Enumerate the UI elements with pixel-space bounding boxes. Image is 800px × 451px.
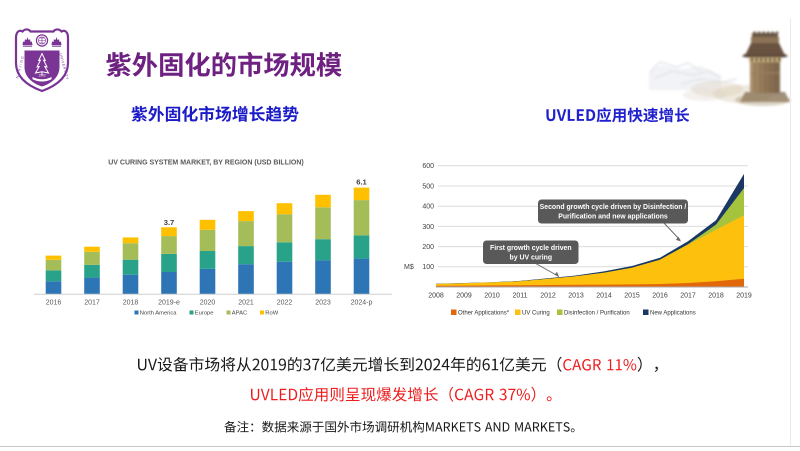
svg-text:Second growth cycle driven by: Second growth cycle driven by Disinfecti… xyxy=(540,204,687,211)
svg-text:6.1: 6.1 xyxy=(356,178,367,187)
svg-text:2024-p: 2024-p xyxy=(351,300,373,307)
svg-text:Europe: Europe xyxy=(195,310,214,316)
svg-text:UV Curing: UV Curing xyxy=(522,311,550,317)
svg-text:2015: 2015 xyxy=(624,293,640,300)
svg-text:New Applications: New Applications xyxy=(650,311,696,317)
svg-text:300: 300 xyxy=(422,224,434,231)
svg-text:by UV curing: by UV curing xyxy=(510,254,553,261)
svg-text:UNIVERSITY: UNIVERSITY xyxy=(58,53,69,81)
svg-text:2008: 2008 xyxy=(428,293,444,300)
svg-text:2021: 2021 xyxy=(238,300,254,307)
svg-text:2012: 2012 xyxy=(540,293,556,300)
svg-text:Other Applications*: Other Applications* xyxy=(458,311,510,317)
svg-text:RoW: RoW xyxy=(265,310,278,316)
svg-text:North America: North America xyxy=(140,310,178,316)
svg-text:M$: M$ xyxy=(404,264,414,271)
svg-text:400: 400 xyxy=(422,204,434,211)
svg-text:2019-e: 2019-e xyxy=(158,300,180,307)
svg-text:APAC: APAC xyxy=(232,310,247,316)
svg-text:500: 500 xyxy=(422,183,434,190)
svg-text:2020: 2020 xyxy=(200,300,216,307)
svg-text:2017: 2017 xyxy=(680,293,696,300)
svg-text:2013: 2013 xyxy=(568,293,584,300)
svg-text:Disinfection / Purification: Disinfection / Purification xyxy=(564,311,630,317)
svg-text:2023: 2023 xyxy=(315,300,331,307)
svg-text:1902: 1902 xyxy=(38,73,46,77)
svg-text:2018: 2018 xyxy=(708,293,724,300)
svg-text:2014: 2014 xyxy=(596,293,612,300)
svg-text:2009: 2009 xyxy=(456,293,472,300)
svg-text:UV CURING SYSTEM MARKET, BY RE: UV CURING SYSTEM MARKET, BY REGION (USD … xyxy=(108,159,304,166)
svg-text:Purification and new applicati: Purification and new applications xyxy=(558,213,668,220)
svg-text:2019: 2019 xyxy=(736,293,752,300)
svg-text:First growth cycle driven: First growth cycle driven xyxy=(490,245,572,252)
svg-text:100: 100 xyxy=(422,264,434,271)
svg-text:2010: 2010 xyxy=(484,293,500,300)
svg-text:2022: 2022 xyxy=(277,300,293,307)
svg-text:2017: 2017 xyxy=(84,300,100,307)
svg-text:3.7: 3.7 xyxy=(164,218,175,227)
svg-text:NANJING: NANJING xyxy=(15,55,25,79)
svg-text:2016: 2016 xyxy=(652,293,668,300)
svg-text:600: 600 xyxy=(422,163,434,170)
svg-text:2018: 2018 xyxy=(123,300,139,307)
svg-text:200: 200 xyxy=(422,244,434,251)
svg-text:2016: 2016 xyxy=(46,300,62,307)
svg-text:2011: 2011 xyxy=(512,293,527,300)
